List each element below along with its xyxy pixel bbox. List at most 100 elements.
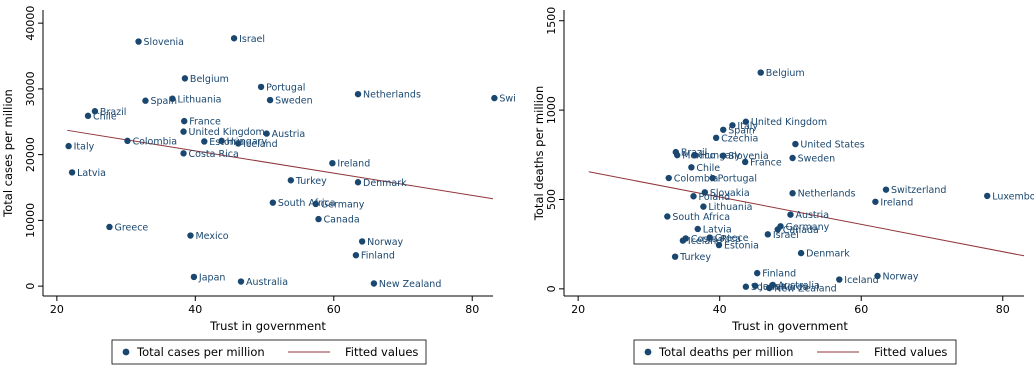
deaths-point-label-20: Ireland (880, 197, 913, 208)
deaths-point-label-16: Slovakia (710, 188, 750, 199)
cases-y-tick-label-2: 20000 (24, 137, 37, 172)
cases-point-8 (491, 94, 498, 102)
cases-point-label-9: Brazil (100, 107, 127, 118)
deaths-point-label-11: France (750, 157, 782, 168)
cases-point-7 (266, 96, 274, 104)
deaths-point-9 (720, 152, 727, 159)
deaths-point-25 (774, 226, 781, 233)
cases-point-1 (230, 35, 238, 42)
deaths-point-label-28: Greece (715, 233, 749, 244)
deaths-point-30 (679, 237, 687, 244)
deaths-point-label-19: Poland (699, 192, 731, 203)
cases-point-label-25: Germany (321, 199, 365, 210)
cases-point-31 (190, 273, 198, 281)
deaths-point-label-14: Portugal (718, 174, 757, 185)
cases-points: Slovenia Israel Belgium Portugal Netherlands… (65, 34, 516, 290)
cases-point-label-29: Norway (367, 237, 403, 248)
cases-point-32 (237, 278, 245, 285)
deaths-point-label-26: Latvia (703, 224, 732, 235)
deaths-y-tick-label-0: 0 (545, 285, 558, 292)
cases-point-label-6: Lithuania (177, 94, 221, 105)
deaths-point-34 (754, 269, 761, 277)
cases-point-29 (358, 238, 366, 245)
cases-fitted-line (67, 129, 494, 200)
deaths-point-20 (872, 198, 879, 205)
cases-legend-points-label: Total cases per million (136, 345, 265, 359)
deaths-point-label-2: Italy (737, 121, 758, 132)
deaths-y-axis-title: Total deaths per million (532, 86, 546, 221)
cases-point-3 (257, 83, 265, 91)
cases-point-label-30: Finland (361, 251, 395, 262)
cases-point-6 (169, 95, 176, 102)
cases-point-label-23: Denmark (363, 178, 407, 189)
deaths-point-label-30: Iceland (688, 236, 722, 247)
deaths-point-32 (797, 249, 805, 257)
deaths-point-2 (729, 122, 736, 129)
cases-point-label-20: Ireland (337, 159, 370, 170)
cases-chart: 20 40 60 80 0 10000 20000 30000 40000 Trust in … (1, 6, 516, 365)
deaths-point-label-7: Mexico (682, 151, 715, 162)
cases-point-label-0: Slovenia (144, 37, 184, 48)
deaths-point-label-38: Australia (778, 280, 820, 291)
deaths-legend-points-label: Total deaths per million (658, 345, 793, 359)
cases-x-tick-label-1: 40 (188, 303, 202, 316)
cases-point-label-18: Italy (74, 142, 95, 153)
cases-point-19 (180, 150, 187, 157)
cases-point-15 (201, 138, 208, 145)
deaths-point-label-27: Israel (773, 230, 799, 241)
cases-x-axis-title: Trust in government (209, 319, 326, 333)
deaths-point-label-34: Finland (762, 269, 796, 280)
deaths-point-label-18: Luxembourg (992, 191, 1034, 202)
deaths-point-31 (715, 241, 723, 249)
cases-point-label-19: Costa Rica (189, 149, 239, 160)
deaths-point-label-9: Slovenia (728, 151, 768, 162)
deaths-point-22 (787, 211, 794, 218)
deaths-point-label-32: Denmark (806, 249, 850, 260)
cases-x-ticks: 20 40 60 80 (50, 296, 479, 316)
deaths-point-0 (757, 69, 764, 76)
deaths-point-21 (700, 203, 707, 210)
deaths-point-18 (984, 192, 991, 200)
cases-y-axis-title: Total cases per million (1, 89, 15, 218)
deaths-y-tick-label-2: 1000 (545, 96, 558, 124)
deaths-point-label-1: United Kingdom (751, 117, 827, 128)
deaths-y-tick-label-3: 1500 (545, 7, 558, 35)
deaths-point-26 (694, 225, 701, 233)
cases-point-label-31: Japan (198, 272, 226, 283)
cases-point-label-27: Greece (114, 222, 148, 233)
cases-x-tick-label-3: 80 (465, 303, 479, 316)
deaths-point-36 (836, 276, 843, 283)
deaths-point-33 (671, 253, 679, 260)
deaths-point-label-39: South Korea (751, 282, 809, 293)
cases-point-14 (124, 137, 131, 145)
cases-point-18 (65, 142, 72, 150)
deaths-point-label-31: Estonia (724, 241, 759, 252)
deaths-point-11 (741, 158, 749, 166)
cases-y-tick-label-3: 30000 (24, 71, 37, 106)
deaths-point-label-21: Lithuania (708, 202, 752, 213)
deaths-point-12 (688, 164, 695, 171)
deaths-point-37 (751, 282, 759, 290)
deaths-point-label-3: Spain (728, 125, 755, 136)
cases-point-label-1: Israel (239, 34, 265, 45)
cases-legend: Total cases per million Fitted values (111, 339, 427, 365)
cases-point-23 (354, 179, 362, 186)
deaths-point-19 (690, 193, 697, 200)
cases-point-label-17: Iceland (243, 139, 277, 150)
cases-point-label-8: Swi (499, 94, 515, 105)
deaths-point-10 (789, 154, 796, 162)
deaths-point-14 (709, 174, 716, 182)
deaths-point-8 (691, 151, 699, 159)
deaths-point-label-5: United States (800, 140, 864, 151)
deaths-point-label-10: Sweden (798, 154, 836, 165)
deaths-point-label-12: Chile (696, 163, 720, 174)
deaths-point-label-0: Belgium (766, 68, 805, 79)
deaths-y-ticks: 0 500 1000 1500 (545, 7, 564, 292)
deaths-x-tick-label-0: 20 (571, 303, 585, 316)
cases-point-label-3: Portugal (266, 82, 305, 93)
deaths-point-40 (766, 284, 773, 292)
deaths-point-label-25: Canada (783, 225, 819, 236)
cases-point-13 (263, 130, 270, 137)
deaths-point-label-40: New Zealand (774, 283, 836, 294)
cases-point-26 (315, 215, 322, 223)
